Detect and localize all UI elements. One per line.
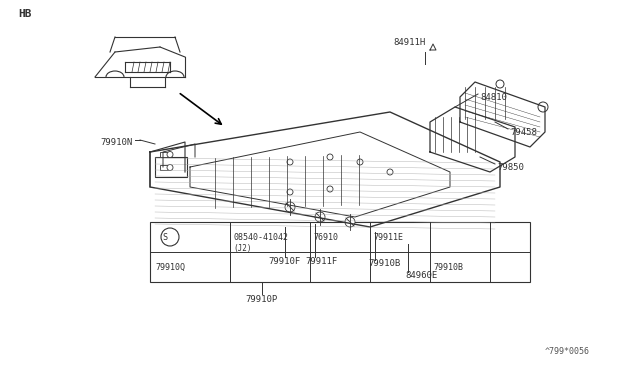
Circle shape [167,151,173,157]
Text: 79458: 79458 [510,128,537,137]
Text: (J2): (J2) [233,244,252,253]
Circle shape [345,217,355,227]
Text: 84810: 84810 [480,93,507,102]
Text: ^799*0056: ^799*0056 [545,347,590,356]
Text: 84960E: 84960E [405,272,437,280]
Text: 79910N: 79910N [100,138,132,147]
Bar [150,222,530,282]
Circle shape [315,212,325,222]
Text: 79911E: 79911E [373,232,403,241]
Circle shape [357,159,363,165]
Text: 79850: 79850 [497,163,524,171]
Text: 79911F: 79911F [305,257,337,266]
Bar [160,152,168,157]
Text: 79910Q: 79910Q [155,263,185,272]
Text: 08540-41042: 08540-41042 [233,232,288,241]
Circle shape [287,159,293,165]
Circle shape [287,189,293,195]
Circle shape [496,80,504,88]
Text: 79910P: 79910P [245,295,277,305]
Bar [155,157,187,177]
Bar [160,165,168,170]
Circle shape [387,169,393,175]
Text: HB: HB [18,9,31,19]
Text: 79910B: 79910B [368,260,400,269]
Circle shape [167,164,173,170]
Circle shape [161,228,179,246]
Circle shape [538,102,548,112]
Text: 84911H: 84911H [393,38,425,46]
Circle shape [285,202,295,212]
Circle shape [327,186,333,192]
Text: 79910F: 79910F [268,257,300,266]
Text: 76910: 76910 [313,232,338,241]
Text: S: S [163,232,168,241]
Circle shape [327,154,333,160]
Text: 79910B: 79910B [433,263,463,272]
